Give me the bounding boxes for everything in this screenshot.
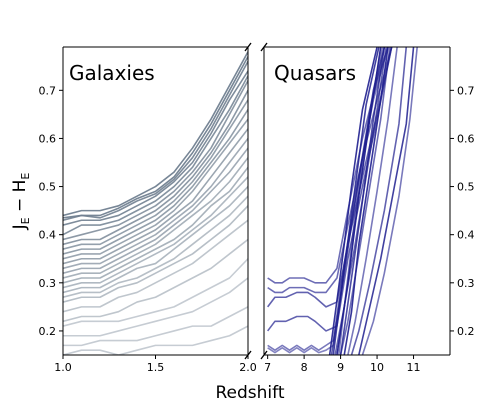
galaxies-y-tick-label: 0.6: [39, 132, 57, 145]
galaxies-series-line-17: [63, 186, 248, 294]
galaxies-series-line-21: [63, 238, 248, 323]
quasars-series-line-13: [339, 47, 391, 355]
quasars-series-line-16: [350, 47, 408, 355]
galaxies-series-line-15: [63, 166, 248, 284]
galaxies-mask-top: [60, 0, 250, 47]
galaxies-y-tick-label: 0.4: [39, 229, 57, 242]
galaxies-series-line-20: [63, 219, 248, 313]
quasars-y-tick-label: 0.3: [457, 277, 475, 290]
quasars-series-line-7: [328, 47, 378, 355]
quasars-x-tick-label: 8: [301, 361, 308, 374]
quasars-series-line-18: [361, 47, 418, 355]
galaxies-series-line-16: [63, 176, 248, 289]
galaxies-y-tick-label: 0.3: [39, 277, 57, 290]
galaxies-series-line-11: [63, 128, 248, 265]
y-label-j: J: [10, 224, 30, 230]
quasars-series-line-3: [267, 47, 393, 308]
quasars-y-tick-label: 0.7: [457, 84, 475, 97]
galaxies-series-line-9: [63, 109, 248, 255]
quasars-series-line-11: [330, 47, 386, 355]
galaxies-series-line-10: [63, 118, 248, 260]
y-label-sub-e2: E: [19, 173, 32, 180]
quasars-y-tick-label: 0.2: [457, 325, 475, 338]
galaxies-series-line-23: [63, 277, 248, 337]
quasars-series-line-17: [358, 47, 415, 355]
galaxies-series-group: [63, 51, 248, 355]
quasars-ticks: 7 8 9 10 11 0.2 0.3 0.4 0.5 0.6 0.7: [264, 84, 474, 374]
quasars-series-line-1: [267, 47, 389, 284]
galaxies-series-line-19: [63, 205, 248, 303]
galaxies-series-line-1: [63, 51, 248, 217]
galaxies-y-tick-label: 0.2: [39, 325, 57, 338]
quasars-mask-top: [262, 0, 452, 47]
galaxies-y-tick-label: 0.7: [39, 84, 57, 97]
quasars-series-line-4: [267, 47, 393, 332]
break-mark-right-bottom: [260, 350, 268, 360]
galaxies-series-line-5: [63, 75, 248, 236]
quasars-series-line-14: [343, 47, 389, 355]
galaxies-series-line-3: [63, 61, 248, 222]
galaxies-panel-title: Galaxies: [69, 61, 155, 85]
galaxies-x-tick-label: 2.0: [239, 361, 257, 374]
galaxies-series-line-22: [63, 258, 248, 327]
quasars-x-tick-label: 11: [407, 361, 421, 374]
x-axis-label: Redshift: [215, 383, 284, 400]
quasars-series-line-19: [337, 47, 384, 355]
quasars-series-line-15: [347, 47, 398, 355]
galaxies-series-line-18: [63, 195, 248, 299]
galaxies-series-line-14: [63, 157, 248, 279]
galaxies-series-line-24: [63, 306, 248, 347]
galaxies-series-line-13: [63, 147, 248, 274]
quasars-y-tick-label: 0.6: [457, 132, 475, 145]
galaxies-series-line-7: [63, 89, 248, 246]
galaxies-series-line-25: [63, 325, 248, 355]
quasars-x-tick-label: 7: [264, 361, 271, 374]
galaxies-series-line-4: [63, 70, 248, 226]
galaxies-y-tick-label: 0.5: [39, 181, 57, 194]
y-axis-label: JE − HE: [10, 173, 32, 231]
y-label-minus-h: − H: [10, 180, 30, 218]
quasars-x-tick-label: 10: [370, 361, 384, 374]
break-mark-left-top: [244, 42, 252, 52]
quasars-series-group: [267, 47, 418, 355]
quasars-y-tick-label: 0.5: [457, 181, 475, 194]
quasars-panel-title: Quasars: [274, 61, 356, 85]
galaxies-series-line-6: [63, 80, 248, 241]
break-mark-right-top: [260, 42, 268, 52]
galaxies-axes-frame: [62, 46, 249, 356]
y-label-sub-e1: E: [19, 217, 32, 224]
galaxies-ticks: 1.0 1.5 2.0 0.2 0.3 0.4 0.5 0.6 0.7: [39, 84, 257, 374]
quasars-axes-frame: [263, 46, 451, 356]
galaxies-x-tick-label: 1.5: [147, 361, 165, 374]
galaxies-x-tick-label: 1.0: [54, 361, 72, 374]
quasars-x-tick-label: 9: [337, 361, 344, 374]
galaxies-series-line-12: [63, 137, 248, 270]
galaxies-series-line-8: [63, 99, 248, 250]
galaxies-series-line-2: [63, 56, 248, 219]
quasars-y-tick-label: 0.4: [457, 229, 475, 242]
